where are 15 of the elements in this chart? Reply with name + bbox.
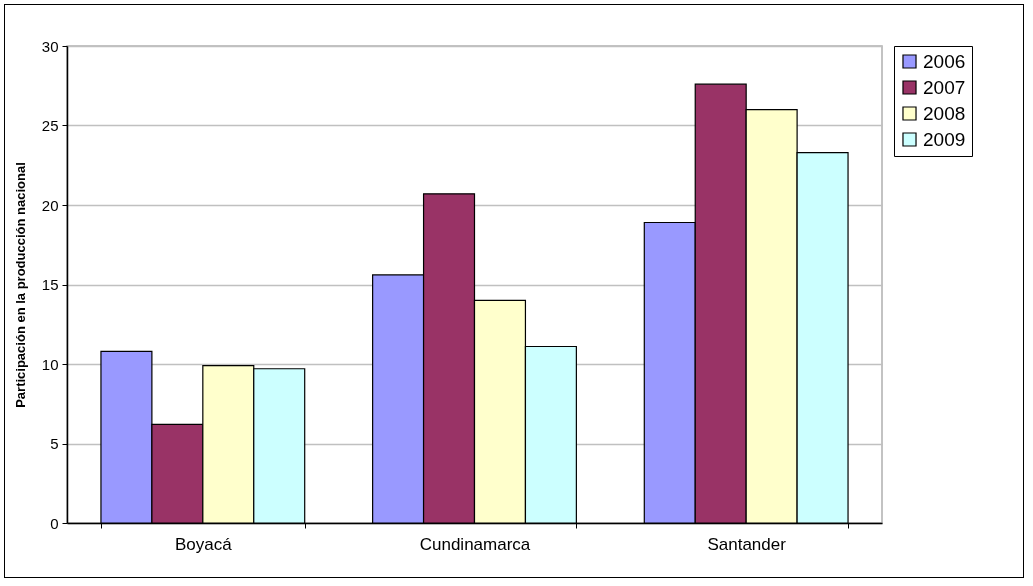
x-tick-label: Santander [707,534,787,554]
y-axis-title: Participación en la producción nacional [12,162,28,408]
y-tick-label: 20 [41,196,59,214]
y-tick-label: 10 [41,355,59,373]
x-tick-label: Boyacá [174,534,233,554]
legend-label: 2006 [923,50,966,72]
y-tick-label: 5 [50,435,59,452]
legend-label: 2009 [923,128,966,150]
y-tick-label: 15 [41,276,59,293]
legend-label: 2008 [923,102,966,124]
x-tick-label: Cundinamarca [419,534,531,554]
legend-label: 2007 [923,76,966,98]
y-tick-label: 30 [41,37,59,55]
y-tick-label: 25 [41,117,59,134]
y-tick-label: 0 [50,514,59,532]
